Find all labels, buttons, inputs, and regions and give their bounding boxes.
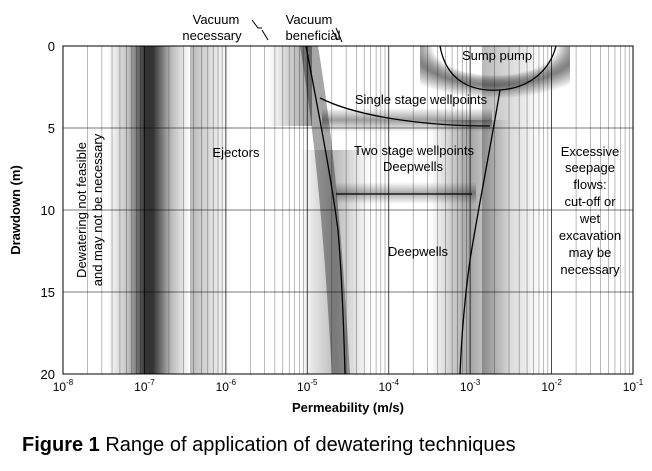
curve-left-boundary [305,46,346,374]
y-tick-label: 0 [48,39,55,54]
label-two-stage-2: Deepwells [383,159,443,174]
label-excessive-5: wet [579,211,601,226]
figure-caption-text: Range of application of dewatering techn… [105,434,516,456]
label-deepwells: Deepwells [388,244,448,259]
label-excessive: Excessive seepage flows: cut-off or wet … [559,144,621,277]
grid [62,46,633,374]
vacuum-labels: Vacuum necessary Vacuum beneficial [182,12,343,43]
figure-number: Figure 1 [22,434,100,456]
label-excessive-3: flows: [573,177,606,192]
x-tick-label: 10-1 [623,378,644,394]
y-tick-label: 20 [41,367,55,382]
curve-single-stage-lower [319,97,491,127]
vacuum-necessary-label-2: necessary [182,28,242,43]
vacuum-necessary-label-1: Vacuum [193,12,240,27]
x-tick-label: 10-4 [378,378,399,394]
y-axis-title: Drawdown (m) [8,165,23,255]
x-tick-labels: 10-8 10-7 10-6 10-5 10-4 10-3 10-2 10-1 [53,378,644,394]
label-single-stage: Single stage wellpoints [355,92,488,107]
figure-caption: Figure 1 Range of application of dewater… [22,434,516,457]
x-tick-label: 10-3 [460,378,481,394]
label-sump-pump: Sump pump [462,48,532,63]
y-tick-label: 10 [41,203,55,218]
label-two-stage-1: Two stage wellpoints [354,143,474,158]
plot-frame [62,45,634,375]
label-not-feasible-2: and may not be necessary [90,133,105,286]
y-tick-labels: 0 5 10 15 20 [41,39,55,382]
label-excessive-1: Excessive [561,144,620,159]
x-axis-title: Permeability (m/s) [292,400,404,415]
x-tick-label: 10-7 [134,378,155,394]
x-tick-label: 10-6 [216,378,237,394]
label-ejectors: Ejectors [213,145,260,160]
vacuum-beneficial-label-1: Vacuum [286,12,333,27]
vacuum-divider-mark [251,19,343,43]
label-excessive-8: necessary [560,262,620,277]
region-labels: Dewatering not feasible and may not be n… [74,48,621,286]
boundary-curves [305,46,557,374]
label-not-feasible-1: Dewatering not feasible [74,142,89,278]
x-tick-label: 10-2 [541,378,562,394]
shade-wellpoint-left [268,46,312,126]
label-excessive-6: excavation [559,228,621,243]
shade-deepwell-band [336,182,476,204]
curve-right-boundary [459,89,501,374]
dewatering-diagram: 10-8 10-7 10-6 10-5 10-4 10-3 10-2 10-1 0 5 10 15 2… [8,12,644,415]
y-tick-label: 15 [41,285,55,300]
x-tick-label: 10-8 [53,378,74,394]
curve-sump-pump [439,46,557,91]
label-excessive-4: cut-off or [564,194,616,209]
vacuum-beneficial-label-2: beneficial [286,28,341,43]
x-tick-label: 10-5 [297,378,318,394]
label-excessive-2: seepage [565,160,615,175]
label-excessive-7: may be [569,245,612,260]
y-tick-label: 5 [48,121,55,136]
